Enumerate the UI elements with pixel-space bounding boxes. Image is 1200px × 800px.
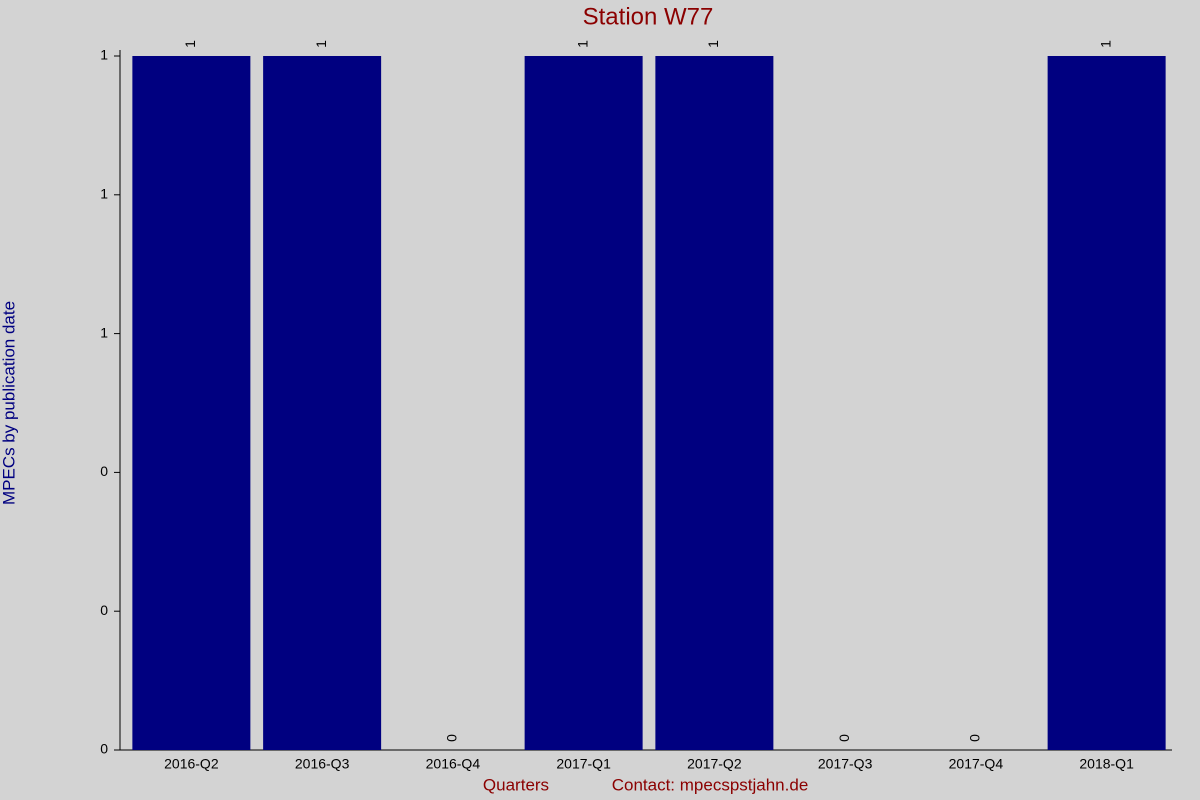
y-tick-label: 1 [100,47,108,63]
x-tick-label: 2017-Q1 [556,756,611,772]
value-label: 0 [836,734,852,742]
value-label: 1 [313,40,329,48]
bar [1047,56,1166,750]
value-label: 1 [574,40,590,48]
y-tick-label: 0 [100,741,108,757]
y-tick-label: 0 [100,602,108,618]
y-axis-label: MPECs by publication date [0,301,18,505]
bar [524,56,643,750]
chart-title: Station W77 [583,3,714,30]
bar [655,56,774,750]
y-tick-label: 1 [100,186,108,202]
x-tick-label: 2017-Q2 [687,756,742,772]
x-tick-label: 2016-Q3 [295,756,350,772]
footer: Contact: mpecspstjahn.de [612,775,809,794]
bar [263,56,382,750]
value-label: 1 [1097,40,1113,48]
y-tick-label: 1 [100,324,108,340]
x-tick-label: 2016-Q2 [164,756,219,772]
y-tick-label: 0 [100,463,108,479]
x-axis-label: Quarters [483,775,549,794]
bar [132,56,251,750]
value-label: 0 [444,734,460,742]
value-label: 1 [182,40,198,48]
value-label: 1 [705,40,721,48]
x-tick-label: 2016-Q4 [426,756,481,772]
value-label: 0 [967,734,983,742]
x-tick-label: 2018-Q1 [1079,756,1134,772]
x-tick-label: 2017-Q3 [818,756,873,772]
x-tick-label: 2017-Q4 [949,756,1004,772]
